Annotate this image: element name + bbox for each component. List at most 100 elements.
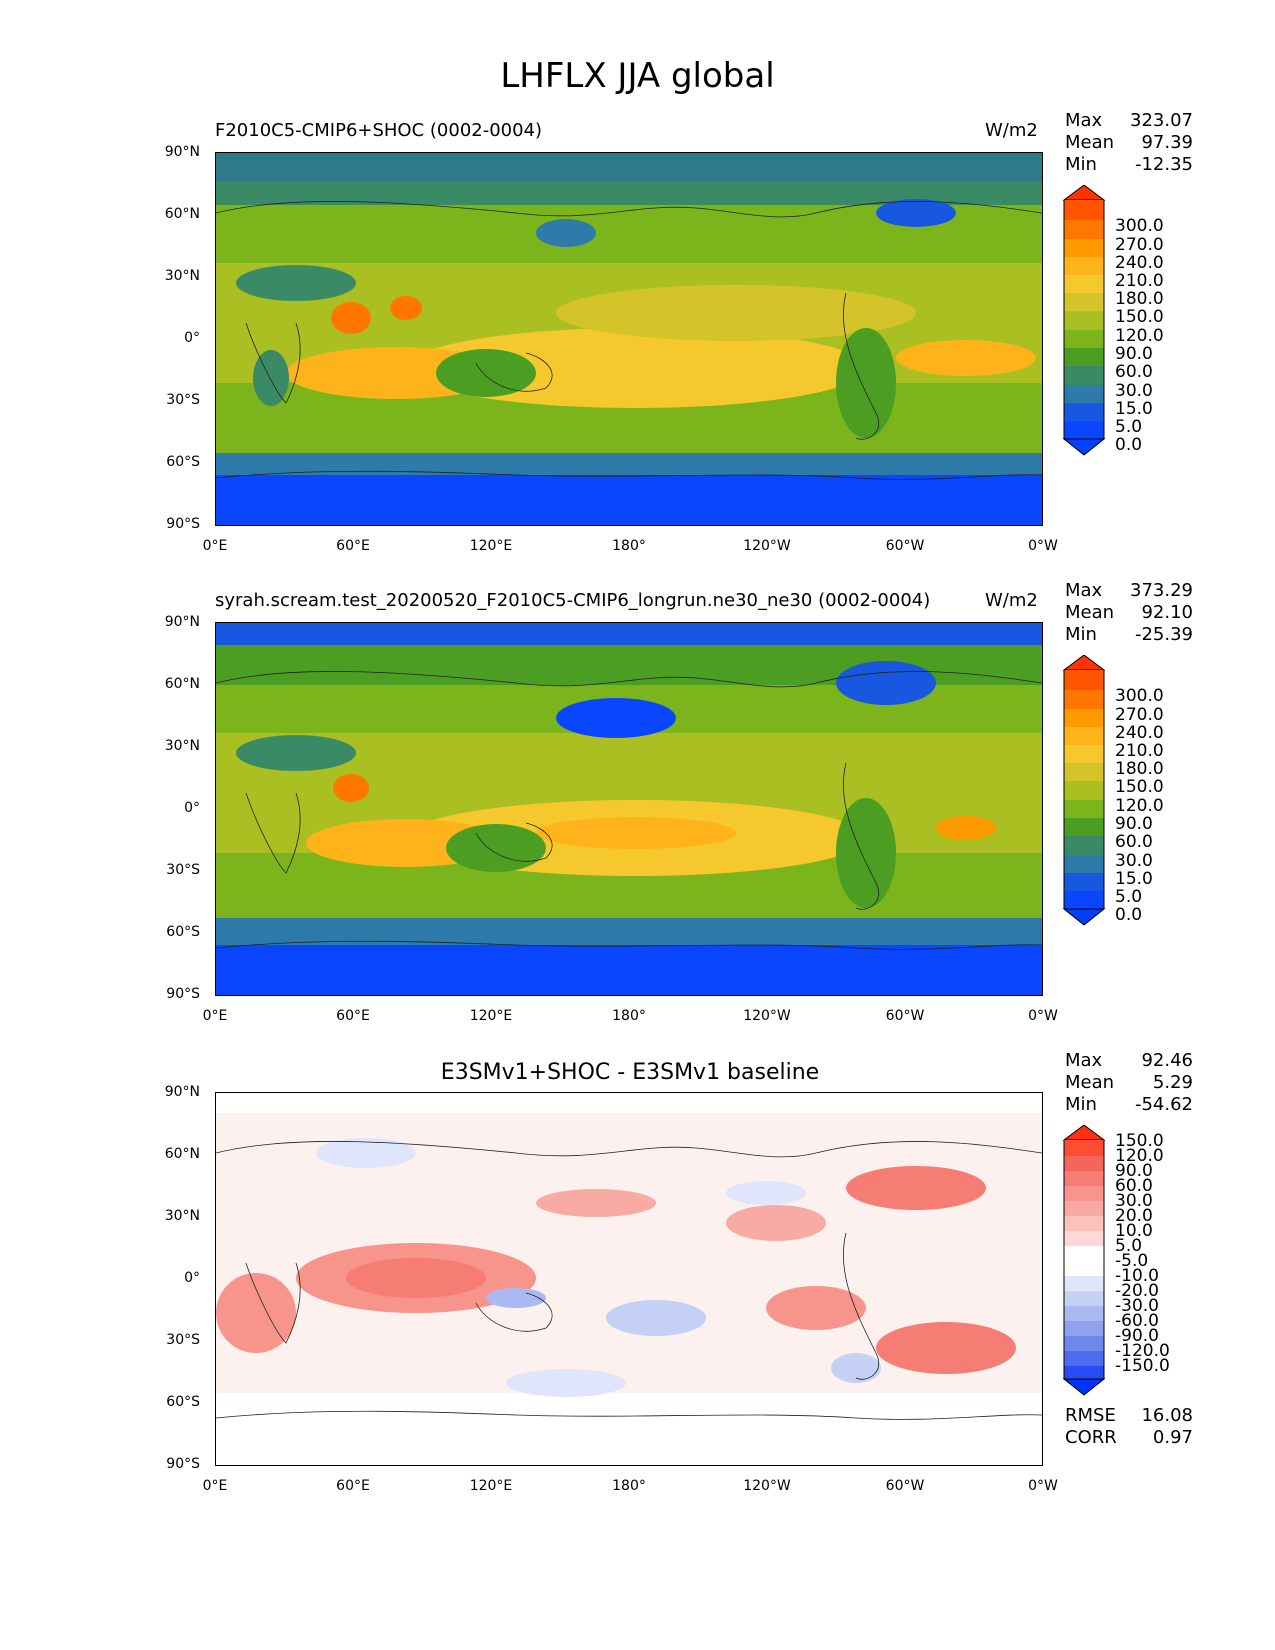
panel-3-colorbar — [1062, 1124, 1106, 1414]
y-tick-label: 30°N — [164, 1208, 200, 1224]
cb-label: 30.0 — [1115, 1191, 1153, 1211]
x-tick-label: 60°E — [336, 1478, 370, 1494]
cb-label: 270.0 — [1115, 705, 1164, 725]
y-tick-label: 30°N — [164, 268, 200, 284]
y-tick-label: 90°N — [164, 1084, 200, 1100]
stat-max-label: Max — [1065, 580, 1103, 601]
cb-label: 120.0 — [1115, 796, 1164, 816]
cb-label: 0.0 — [1115, 905, 1143, 925]
stat-min-label: Min — [1065, 154, 1097, 175]
panel-1-colorbar — [1062, 184, 1106, 474]
x-tick-label: 0°E — [202, 538, 228, 554]
y-tick-label: 60°S — [166, 1394, 200, 1410]
panel-3: E3SMv1+SHOC - E3SMv1 baseline Max 92.46 M… — [0, 1050, 1275, 1550]
cb-label: 120.0 — [1115, 1146, 1164, 1166]
y-tick-label: 60°N — [164, 676, 200, 692]
stat-mean: 5.29 — [1152, 1072, 1193, 1093]
cb-label: -20.0 — [1115, 1281, 1159, 1301]
panel-3-title: E3SMv1+SHOC - E3SMv1 baseline — [440, 1060, 820, 1085]
panel-3-metrics: RMSE 16.08 CORR 0.97 — [1065, 1405, 1193, 1449]
stat-mean: 92.10 — [1141, 602, 1193, 623]
cb-label: 90.0 — [1115, 814, 1153, 834]
cb-label: 60.0 — [1115, 362, 1153, 382]
y-tick-label: 0° — [184, 330, 200, 346]
y-tick-label: 90°N — [164, 144, 200, 160]
panel-1-title: F2010C5-CMIP6+SHOC (0002-0004) — [215, 120, 543, 141]
cb-label: 150.0 — [1115, 777, 1164, 797]
cb-label: 15.0 — [1115, 869, 1153, 889]
panel-1: F2010C5-CMIP6+SHOC (0002-0004) W/m2 Max 3… — [0, 110, 1275, 580]
x-tick-label: 60°W — [885, 1478, 925, 1494]
cb-label: -30.0 — [1115, 1296, 1159, 1316]
cb-label: -120.0 — [1115, 1341, 1170, 1361]
y-tick-label: 90°S — [166, 1456, 200, 1472]
x-tick-label: 0°W — [1028, 1008, 1058, 1024]
stat-mean-label: Mean — [1065, 1072, 1115, 1093]
x-tick-label: 0°W — [1028, 1478, 1058, 1494]
x-tick-label: 180° — [612, 1008, 646, 1024]
panel-3-stats: Max 92.46 Mean 5.29 Min -54.62 — [1065, 1050, 1193, 1116]
figure-title: LHFLX JJA global — [500, 56, 775, 96]
x-tick-label: 120°W — [743, 1008, 791, 1024]
y-tick-label: 90°S — [166, 516, 200, 532]
panel-1-units: W/m2 — [985, 120, 1038, 141]
panel-2: syrah.scream.test_20200520_F2010C5-CMIP6… — [0, 580, 1275, 1050]
stat-min: -25.39 — [1134, 624, 1193, 645]
x-tick-label: 60°E — [336, 538, 370, 554]
stat-mean: 97.39 — [1141, 132, 1193, 153]
x-tick-label: 60°W — [885, 538, 925, 554]
x-tick-label: 120°W — [743, 1478, 791, 1494]
y-tick-label: 0° — [184, 800, 200, 816]
y-tick-label: 30°S — [166, 392, 200, 408]
rmse-value: 16.08 — [1141, 1405, 1193, 1426]
corr-label: CORR — [1065, 1427, 1117, 1448]
cb-label: 180.0 — [1115, 759, 1164, 779]
cb-label: 210.0 — [1115, 271, 1164, 291]
panel-1-map — [215, 152, 1043, 526]
stat-max: 323.07 — [1130, 110, 1193, 131]
cb-label: 15.0 — [1115, 399, 1153, 419]
rmse-label: RMSE — [1065, 1405, 1116, 1426]
y-tick-label: 30°S — [166, 862, 200, 878]
cb-label: -10.0 — [1115, 1266, 1159, 1286]
cb-label: 180.0 — [1115, 289, 1164, 309]
stat-mean-label: Mean — [1065, 132, 1115, 153]
cb-label: 300.0 — [1115, 216, 1164, 236]
cb-label: 210.0 — [1115, 741, 1164, 761]
cb-label: 150.0 — [1115, 307, 1164, 327]
cb-label: 10.0 — [1115, 1221, 1153, 1241]
stat-max-label: Max — [1065, 110, 1103, 131]
panel-2-units: W/m2 — [985, 590, 1038, 611]
cb-label: 5.0 — [1115, 1236, 1143, 1256]
x-tick-label: 60°W — [885, 1008, 925, 1024]
stat-min-label: Min — [1065, 624, 1097, 645]
panel-2-stats: Max 373.29 Mean 92.10 Min -25.39 — [1065, 580, 1193, 646]
x-tick-label: 120°W — [743, 538, 791, 554]
y-tick-label: 60°N — [164, 1146, 200, 1162]
x-tick-label: 0°W — [1028, 538, 1058, 554]
cb-label: 240.0 — [1115, 253, 1164, 273]
x-tick-label: 180° — [612, 1478, 646, 1494]
cb-label: 90.0 — [1115, 344, 1153, 364]
stat-mean-label: Mean — [1065, 602, 1115, 623]
y-tick-label: 0° — [184, 1270, 200, 1286]
y-tick-label: 90°S — [166, 986, 200, 1002]
stat-min: -54.62 — [1134, 1094, 1193, 1115]
x-tick-label: 180° — [612, 538, 646, 554]
x-tick-label: 0°E — [202, 1478, 228, 1494]
y-tick-label: 60°N — [164, 206, 200, 222]
colorbar-svg — [1062, 654, 1106, 926]
cb-label: 270.0 — [1115, 235, 1164, 255]
x-tick-label: 120°E — [469, 1008, 513, 1024]
stat-min-label: Min — [1065, 1094, 1097, 1115]
x-tick-label: 60°E — [336, 1008, 370, 1024]
cb-label: 30.0 — [1115, 851, 1153, 871]
x-tick-label: 0°E — [202, 1008, 228, 1024]
cb-label: 60.0 — [1115, 1176, 1153, 1196]
panel-2-map — [215, 622, 1043, 996]
y-tick-label: 30°N — [164, 738, 200, 754]
cb-label: 120.0 — [1115, 326, 1164, 346]
stat-max-label: Max — [1065, 1050, 1103, 1071]
cb-label: 30.0 — [1115, 381, 1153, 401]
y-tick-label: 30°S — [166, 1332, 200, 1348]
